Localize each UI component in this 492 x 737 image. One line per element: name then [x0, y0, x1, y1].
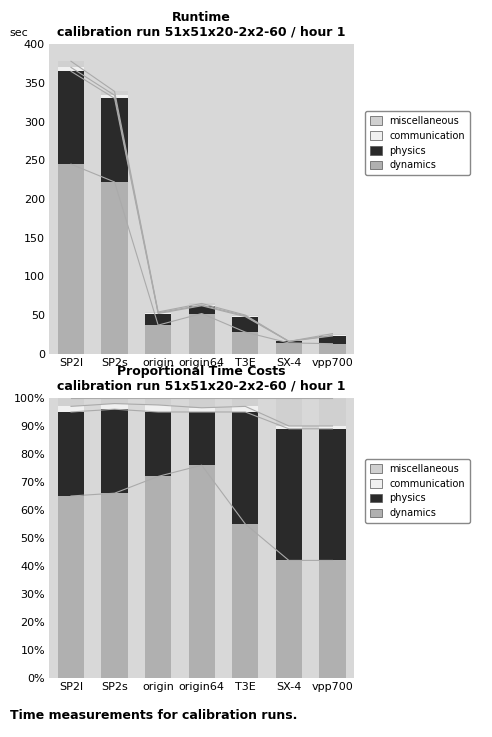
Bar — [276, 343, 302, 354]
Bar — [276, 398, 302, 426]
Bar — [319, 560, 345, 678]
Bar — [101, 404, 127, 409]
Bar — [145, 476, 171, 678]
Bar — [188, 398, 215, 408]
Bar — [319, 398, 345, 426]
Bar — [319, 429, 345, 560]
Bar — [101, 409, 127, 493]
Title: Runtime
calibration run 51x51x20-2x2-60 / hour 1: Runtime calibration run 51x51x20-2x2-60 … — [58, 11, 346, 39]
Bar — [319, 426, 345, 429]
Bar — [232, 398, 258, 406]
Bar — [101, 182, 127, 354]
Bar — [58, 406, 84, 412]
Bar — [145, 313, 171, 325]
Bar — [188, 412, 215, 465]
Bar — [145, 412, 171, 476]
Bar — [232, 317, 258, 332]
Bar — [188, 408, 215, 412]
Bar — [188, 304, 215, 305]
Bar — [232, 524, 258, 678]
Bar — [276, 429, 302, 560]
Bar — [58, 496, 84, 678]
Bar — [58, 164, 84, 354]
Bar — [101, 91, 127, 95]
Bar — [101, 398, 127, 404]
Legend: miscellaneous, communication, physics, dynamics: miscellaneous, communication, physics, d… — [365, 111, 470, 175]
Bar — [319, 336, 345, 343]
Title: Proportional Time Costs
calibration run 51x51x20-2x2-60 / hour 1: Proportional Time Costs calibration run … — [58, 365, 346, 393]
Bar — [101, 99, 127, 182]
Bar — [58, 71, 84, 164]
Bar — [145, 398, 171, 405]
Bar — [188, 313, 215, 354]
Text: Time measurements for calibration runs.: Time measurements for calibration runs. — [10, 709, 297, 722]
Bar — [319, 335, 345, 336]
Bar — [145, 312, 171, 313]
Bar — [188, 305, 215, 306]
Bar — [319, 343, 345, 354]
Bar — [101, 493, 127, 678]
Text: sec: sec — [9, 28, 29, 38]
Bar — [232, 412, 258, 524]
Bar — [58, 398, 84, 406]
Bar — [145, 405, 171, 412]
Bar — [145, 325, 171, 354]
Bar — [232, 406, 258, 412]
Bar — [232, 332, 258, 354]
Bar — [276, 341, 302, 343]
Bar — [319, 334, 345, 335]
Bar — [188, 306, 215, 313]
Bar — [58, 68, 84, 71]
Bar — [276, 426, 302, 429]
Bar — [232, 315, 258, 316]
Bar — [101, 95, 127, 99]
Bar — [58, 412, 84, 496]
Bar — [188, 465, 215, 678]
Bar — [232, 316, 258, 317]
Legend: miscellaneous, communication, physics, dynamics: miscellaneous, communication, physics, d… — [365, 459, 470, 523]
Bar — [58, 61, 84, 68]
Bar — [276, 560, 302, 678]
